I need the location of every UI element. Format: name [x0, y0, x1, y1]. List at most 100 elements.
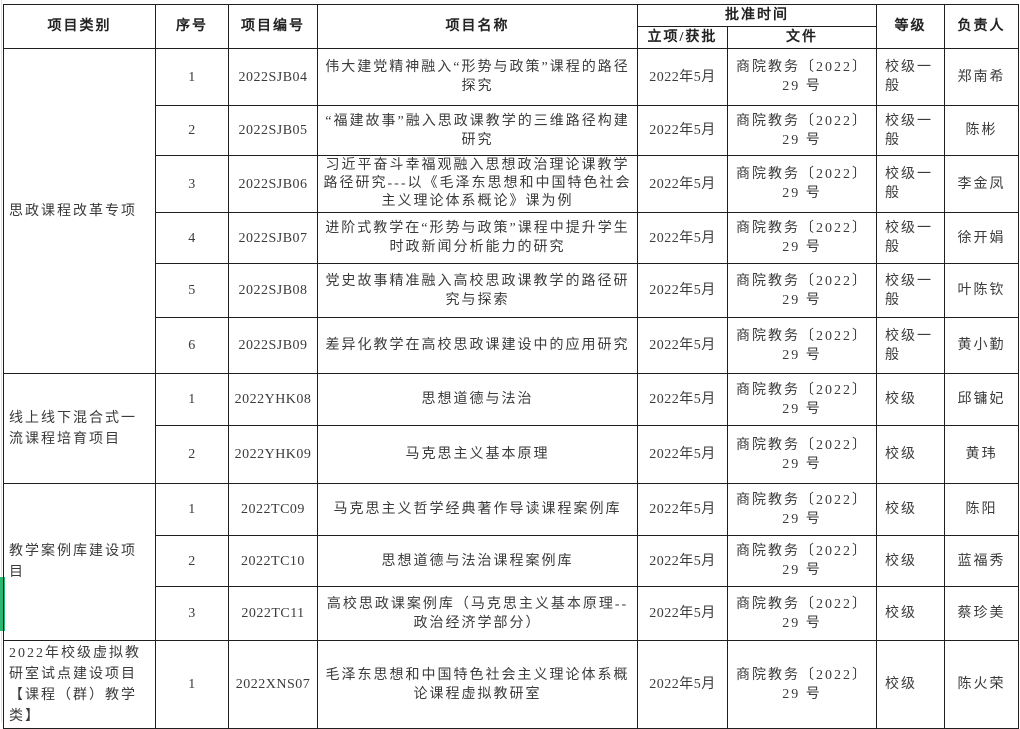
cell-index: 1 — [155, 373, 229, 426]
project-approval-table: 项目类别 序号 项目编号 项目名称 批准时间 等级 负责人 立项/获批 文件 思… — [3, 4, 1019, 729]
cell-index: 3 — [155, 155, 229, 213]
cell-level: 校级 — [876, 535, 945, 587]
table-row: 线上线下混合式一流课程培育项目 1 2022YHK08 思想道德与法治 2022… — [3, 373, 1019, 484]
cell-date: 2022年5月 — [637, 263, 728, 318]
cell-name: 思想道德与法治 — [317, 373, 638, 426]
cell-code: 2022SJB08 — [228, 263, 318, 318]
cell-doc: 商院教务〔2022〕29 号 — [727, 263, 877, 318]
table-row: 2022年校级虚拟教研室试点建设项目【课程（群）教学类】 1 2022XNS07… — [3, 640, 1019, 729]
cell-index: 5 — [155, 263, 229, 318]
header-row-1: 项目类别 序号 项目编号 项目名称 批准时间 等级 负责人 — [3, 4, 1019, 49]
cell-name: 毛泽东思想和中国特色社会主义理论体系概论课程虚拟教研室 — [317, 640, 638, 729]
cell-name: 马克思主义基本原理 — [317, 425, 638, 484]
cell-code: 2022YHK08 — [228, 373, 318, 426]
cell-leader: 黄小勤 — [944, 317, 1019, 374]
cell-level: 校级一般 — [876, 212, 945, 264]
cell-level: 校级 — [876, 373, 945, 426]
cell-leader: 邱镛妃 — [944, 373, 1019, 426]
green-highlight-bar — [0, 577, 5, 631]
cell-date: 2022年5月 — [637, 483, 728, 536]
cell-level: 校级 — [876, 640, 945, 729]
cell-date: 2022年5月 — [637, 373, 728, 426]
cell-level: 校级一般 — [876, 317, 945, 374]
cell-name: 差异化教学在高校思政课建设中的应用研究 — [317, 317, 638, 374]
cell-date: 2022年5月 — [637, 640, 728, 729]
cell-name: “福建故事”融入思政课教学的三维路径构建研究 — [317, 105, 638, 156]
cell-code: 2022SJB07 — [228, 212, 318, 264]
cell-name: 思想道德与法治课程案例库 — [317, 535, 638, 587]
cell-leader: 徐开娟 — [944, 212, 1019, 264]
cell-doc: 商院教务〔2022〕29 号 — [727, 586, 877, 641]
cell-leader: 黄玮 — [944, 425, 1019, 484]
cell-leader: 蓝福秀 — [944, 535, 1019, 587]
table-row: 2 2022SJB05 “福建故事”融入思政课教学的三维路径构建研究 2022年… — [4, 105, 1019, 156]
cell-doc: 商院教务〔2022〕29 号 — [727, 105, 877, 156]
cell-name: 高校思政课案例库（马克思主义基本原理--政治经济学部分） — [317, 586, 638, 641]
cell-leader: 陈阳 — [944, 483, 1019, 536]
spreadsheet-gridline — [1, 0, 2, 723]
cell-doc: 商院教务〔2022〕29 号 — [727, 48, 877, 106]
cell-name: 党史故事精准融入高校思政课教学的路径研究与探索 — [317, 263, 638, 318]
cell-doc: 商院教务〔2022〕29 号 — [727, 535, 877, 587]
cell-doc: 商院教务〔2022〕29 号 — [727, 425, 877, 484]
cell-level: 校级 — [876, 586, 945, 641]
cell-name: 习近平奋斗幸福观融入思想政治理论课教学路径研究---以《毛泽东思想和中国特色社会… — [317, 155, 638, 213]
header-approval-doc: 文件 — [727, 26, 877, 49]
cell-doc: 商院教务〔2022〕29 号 — [727, 483, 877, 536]
cell-date: 2022年5月 — [637, 425, 728, 484]
header-name: 项目名称 — [317, 4, 638, 49]
cell-level: 校级一般 — [876, 105, 945, 156]
cell-code: 2022SJB06 — [228, 155, 318, 213]
cell-code: 2022SJB04 — [228, 48, 318, 106]
cell-name: 伟大建党精神融入“形势与政策”课程的路径探究 — [317, 48, 638, 106]
cell-date: 2022年5月 — [637, 105, 728, 156]
cell-index: 2 — [155, 425, 229, 484]
cell-code: 2022TC11 — [228, 586, 318, 641]
cell-leader: 郑南希 — [944, 48, 1019, 106]
table-row: 6 2022SJB09 差异化教学在高校思政课建设中的应用研究 2022年5月 … — [4, 317, 1019, 374]
cell-level: 校级一般 — [876, 48, 945, 106]
cell-date: 2022年5月 — [637, 317, 728, 374]
table-row: 2 2022TC10 思想道德与法治课程案例库 2022年5月 商院教务〔202… — [4, 535, 1019, 587]
cell-code: 2022YHK09 — [228, 425, 318, 484]
table-row: 思政课程改革专项 1 2022SJB04 伟大建党精神融入“形势与政策”课程的路… — [3, 48, 1019, 374]
cell-date: 2022年5月 — [637, 212, 728, 264]
cell-level: 校级 — [876, 425, 945, 484]
cell-code: 2022SJB09 — [228, 317, 318, 374]
cell-category: 2022年校级虚拟教研室试点建设项目【课程（群）教学类】 — [3, 640, 156, 729]
cell-leader: 陈彬 — [944, 105, 1019, 156]
header-approval-date: 立项/获批 — [637, 26, 728, 49]
table-row: 3 2022TC11 高校思政课案例库（马克思主义基本原理--政治经济学部分） … — [4, 586, 1019, 641]
cell-index: 2 — [155, 535, 229, 587]
cell-doc: 商院教务〔2022〕29 号 — [727, 373, 877, 426]
cell-index: 4 — [155, 212, 229, 264]
cell-leader: 蔡珍美 — [944, 586, 1019, 641]
header-leader: 负责人 — [944, 4, 1019, 49]
header-index: 序号 — [155, 4, 229, 49]
cell-date: 2022年5月 — [637, 155, 728, 213]
cell-date: 2022年5月 — [637, 535, 728, 587]
cell-date: 2022年5月 — [637, 586, 728, 641]
cell-index: 2 — [155, 105, 229, 156]
header-category: 项目类别 — [3, 4, 156, 49]
cell-leader: 李金凤 — [944, 155, 1019, 213]
header-approval-time: 批准时间 — [637, 4, 877, 27]
table-row: 2 2022YHK09 马克思主义基本原理 2022年5月 商院教务〔2022〕… — [4, 425, 1019, 484]
cell-name: 马克思主义哲学经典著作导读课程案例库 — [317, 483, 638, 536]
cell-index: 6 — [155, 317, 229, 374]
table-row: 3 2022SJB06 习近平奋斗幸福观融入思想政治理论课教学路径研究---以《… — [4, 155, 1019, 213]
cell-doc: 商院教务〔2022〕29 号 — [727, 317, 877, 374]
cell-date: 2022年5月 — [637, 48, 728, 106]
cell-leader: 叶陈钦 — [944, 263, 1019, 318]
cell-level: 校级 — [876, 483, 945, 536]
cell-index: 1 — [155, 640, 229, 729]
header-code: 项目编号 — [228, 4, 318, 49]
cell-code: 2022TC10 — [228, 535, 318, 587]
cell-code: 2022SJB05 — [228, 105, 318, 156]
table-row: 4 2022SJB07 进阶式教学在“形势与政策”课程中提升学生时政新闻分析能力… — [4, 212, 1019, 264]
cell-doc: 商院教务〔2022〕29 号 — [727, 640, 877, 729]
cell-name: 进阶式教学在“形势与政策”课程中提升学生时政新闻分析能力的研究 — [317, 212, 638, 264]
cell-code: 2022XNS07 — [228, 640, 318, 729]
cell-category: 思政课程改革专项 — [3, 48, 156, 374]
cell-index: 1 — [155, 48, 229, 106]
